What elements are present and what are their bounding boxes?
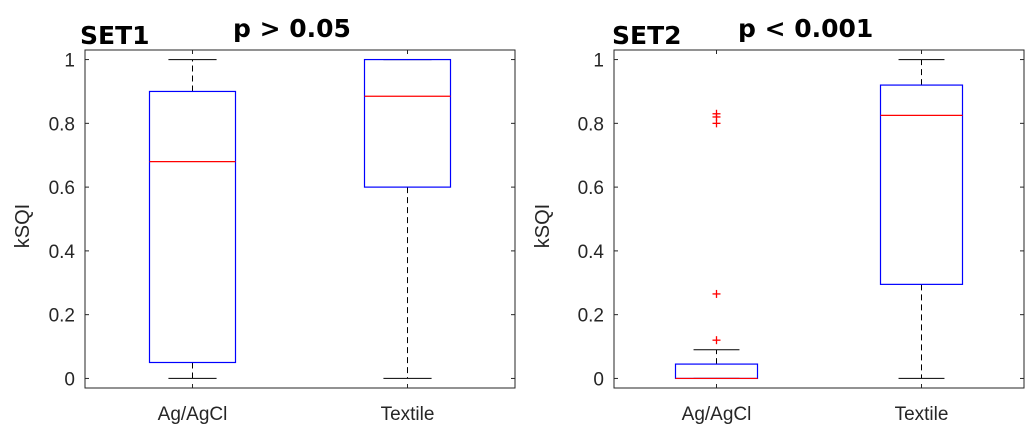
- set2-outlier-marker: [712, 289, 721, 298]
- set2-y-ticks: 0 0.2 0.4 0.6 0.8 1: [578, 51, 1024, 390]
- set1-p-value: p > 0.05: [233, 14, 351, 43]
- set1-panel: SET1 p > 0.05 kSQI 0 0.2 0.4 0.6 0.8 1 Ag/AgC…: [12, 14, 516, 425]
- set1-title: SET1: [80, 21, 150, 50]
- set1-y-axis-label: kSQI: [12, 204, 34, 248]
- set2-boxes: [674, 59, 964, 380]
- set2-title: SET2: [612, 21, 682, 50]
- set2-y-axis-label: kSQI: [532, 204, 554, 248]
- set2-outlier-marker: [712, 109, 721, 118]
- set2-y-tick-label: 0.2: [578, 306, 604, 327]
- set1-plot-frame: [84, 49, 516, 389]
- set2-y-tick-label: 0.8: [578, 114, 604, 135]
- set2-p-value: p < 0.001: [738, 14, 873, 43]
- set2-iqr-box: [674, 363, 759, 380]
- set2-y-tick-label: 1: [593, 51, 604, 72]
- set2-box-1: [879, 59, 964, 379]
- set2-x-tick-label: Textile: [895, 404, 949, 425]
- set2-box-0: [674, 109, 759, 380]
- set1-x-tick-label: Textile: [381, 404, 435, 425]
- set1-iqr-box: [148, 90, 237, 364]
- set2-plot-frame: [613, 49, 1025, 389]
- set1-y-ticks: 0 0.2 0.4 0.6 0.8 1: [49, 51, 515, 390]
- set2-iqr-box: [879, 84, 964, 285]
- set2-panel: SET2 p < 0.001 kSQI 0 0.2 0.4 0.6 0.8 1 Ag/Ag…: [532, 14, 1025, 425]
- set2-y-tick-label: 0.6: [578, 178, 604, 199]
- set1-box-1: [363, 58, 452, 379]
- set1-x-ticks: Ag/AgCl Textile: [158, 50, 435, 425]
- set1-box-0: [148, 59, 237, 379]
- set1-y-tick-label: 0: [64, 369, 75, 390]
- set1-boxes: [148, 58, 452, 379]
- set1-y-tick-label: 0.2: [49, 306, 75, 327]
- set1-x-tick-label: Ag/AgCl: [158, 404, 228, 425]
- set1-y-tick-label: 0.4: [49, 242, 76, 263]
- set2-y-tick-label: 0.4: [578, 242, 605, 263]
- set1-y-tick-label: 0.6: [49, 178, 75, 199]
- set2-x-tick-label: Ag/AgCl: [682, 404, 752, 425]
- set2-x-ticks: Ag/AgCl Textile: [682, 50, 949, 425]
- set1-iqr-box: [363, 58, 452, 188]
- set1-y-tick-label: 0.8: [49, 114, 75, 135]
- set1-y-tick-label: 1: [64, 51, 75, 72]
- set2-outlier-marker: [712, 336, 721, 345]
- set2-y-tick-label: 0: [593, 369, 604, 390]
